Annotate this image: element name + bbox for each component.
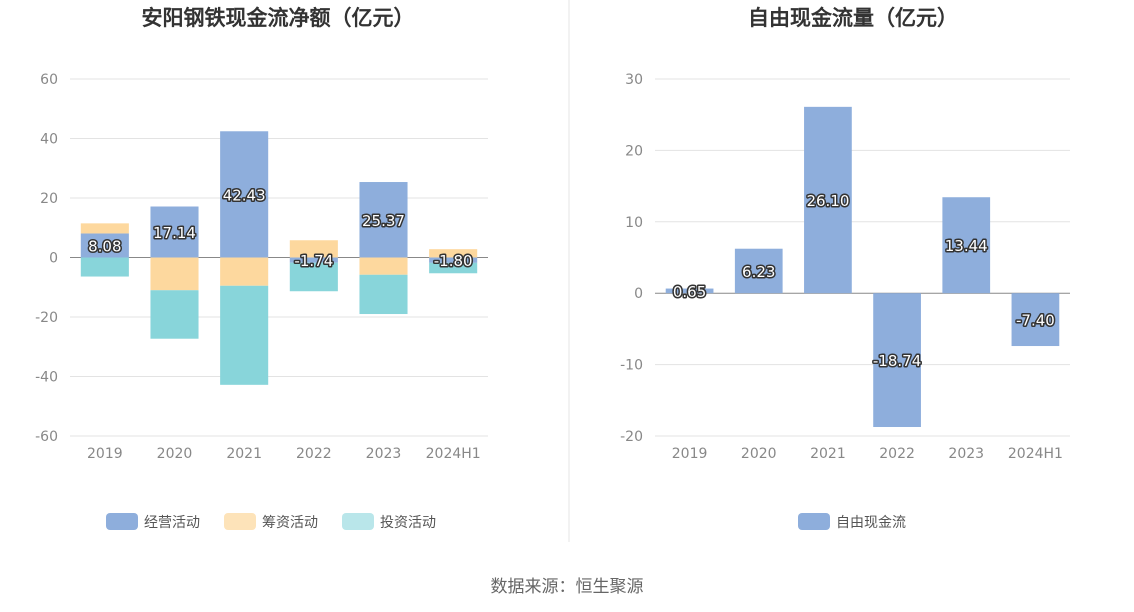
free-cashflow-bars bbox=[665, 106, 1060, 428]
data-label: 17.14 bbox=[153, 224, 196, 242]
x-tick-label: 2021 bbox=[226, 446, 262, 462]
y-tick-label: 0 bbox=[634, 286, 643, 302]
x-tick-label: 2022 bbox=[296, 446, 332, 462]
data-label: 6.23 bbox=[742, 263, 775, 281]
bar-investing-2021[interactable] bbox=[220, 285, 269, 385]
legend-label-fcf[interactable]: 自由现金流 bbox=[836, 515, 906, 531]
bar-operating-2024H1[interactable] bbox=[429, 257, 478, 263]
bar-financing-2023[interactable] bbox=[359, 257, 408, 275]
bar-financing-2024H1[interactable] bbox=[429, 249, 478, 258]
cashflow-bars bbox=[80, 131, 478, 385]
y-tick-label: -20 bbox=[35, 310, 58, 326]
y-tick-label: -10 bbox=[620, 358, 643, 374]
y-tick-label: 40 bbox=[40, 132, 58, 148]
bar-operating-2021[interactable] bbox=[220, 131, 269, 258]
x-tick-label: 2024H1 bbox=[426, 446, 481, 462]
y-tick-label: -60 bbox=[35, 429, 58, 445]
x-tick-label: 2019 bbox=[672, 446, 708, 462]
bar-fcf-2019[interactable] bbox=[665, 288, 714, 294]
data-label: 0.65 bbox=[673, 283, 706, 301]
free-cashflow-grid: 30 20 10 0 -10 -20 bbox=[620, 72, 1070, 445]
bar-investing-2022[interactable] bbox=[289, 262, 338, 292]
bar-investing-2024H1[interactable] bbox=[429, 262, 478, 274]
bar-operating-2019[interactable] bbox=[80, 233, 129, 258]
x-tick-label: 2020 bbox=[157, 446, 193, 462]
bar-investing-2020[interactable] bbox=[150, 290, 199, 339]
bar-fcf-2023[interactable] bbox=[942, 197, 991, 294]
free-cashflow-chart: 自由现金流量（亿元） 30 20 10 0 -10 -20 0.65 6.23 26.10 -1… bbox=[620, 6, 1070, 531]
x-tick-label: 2021 bbox=[810, 446, 846, 462]
bar-financing-2021[interactable] bbox=[220, 257, 269, 286]
bar-investing-2019[interactable] bbox=[80, 257, 129, 277]
bar-investing-2023[interactable] bbox=[359, 274, 408, 315]
free-cashflow-legend[interactable]: 自由现金流 bbox=[798, 513, 906, 531]
y-tick-label: 20 bbox=[40, 191, 58, 207]
y-tick-label: 20 bbox=[625, 143, 643, 159]
x-tick-label: 2023 bbox=[948, 446, 984, 462]
x-tick-label: 2024H1 bbox=[1008, 446, 1063, 462]
y-tick-label: 0 bbox=[49, 251, 58, 267]
y-tick-label: 60 bbox=[40, 72, 58, 88]
bar-financing-2022[interactable] bbox=[289, 240, 338, 258]
data-label: 26.10 bbox=[806, 192, 849, 210]
legend-label-operating[interactable]: 经营活动 bbox=[144, 515, 200, 531]
data-label: -18.74 bbox=[873, 352, 921, 370]
bar-fcf-2024H1[interactable] bbox=[1011, 293, 1060, 347]
x-tick-label: 2019 bbox=[87, 446, 123, 462]
cashflow-legend[interactable]: 经营活动 筹资活动 投资活动 bbox=[106, 513, 436, 531]
legend-swatch-fcf[interactable] bbox=[798, 513, 830, 530]
legend-label-financing[interactable]: 筹资活动 bbox=[262, 514, 318, 531]
free-cashflow-chart-title: 自由现金流量（亿元） bbox=[748, 6, 958, 30]
data-label: 8.08 bbox=[88, 237, 121, 255]
y-tick-label: 10 bbox=[625, 215, 643, 231]
x-tick-label: 2023 bbox=[366, 446, 402, 462]
cashflow-grid: 60 40 20 0 -20 -40 -60 bbox=[35, 72, 488, 445]
cashflow-chart-title: 安阳钢铁现金流净额（亿元） bbox=[142, 6, 415, 30]
legend-label-investing[interactable]: 投资活动 bbox=[380, 515, 436, 531]
x-tick-label: 2022 bbox=[879, 446, 915, 462]
data-label: -1.80 bbox=[434, 252, 473, 270]
bar-operating-2023[interactable] bbox=[359, 182, 408, 258]
cashflow-x-axis: 2019 2020 2021 2022 2023 2024H1 bbox=[87, 446, 481, 462]
data-label: 13.44 bbox=[945, 237, 988, 255]
bar-financing-2019[interactable] bbox=[80, 223, 129, 234]
data-label: 42.43 bbox=[223, 186, 266, 204]
bar-fcf-2020[interactable] bbox=[734, 248, 783, 294]
legend-swatch-financing[interactable] bbox=[224, 513, 256, 530]
bar-fcf-2022[interactable] bbox=[873, 293, 921, 428]
data-source: 数据来源：恒生聚源 bbox=[491, 577, 644, 597]
cashflow-chart: 安阳钢铁现金流净额（亿元） 60 40 20 0 -20 -40 -60 8.08 17.14… bbox=[35, 6, 488, 531]
y-tick-label: -40 bbox=[35, 370, 58, 386]
bar-operating-2020[interactable] bbox=[150, 206, 199, 258]
cashflow-data-labels: 8.08 17.14 42.43 -1.74 25.37 -1.80 bbox=[87, 185, 474, 272]
y-tick-label: 30 bbox=[625, 72, 643, 88]
free-cashflow-data-labels: 0.65 6.23 26.10 -18.74 13.44 -7.40 bbox=[671, 191, 1056, 372]
bar-operating-2022[interactable] bbox=[289, 257, 338, 263]
legend-swatch-operating[interactable] bbox=[106, 513, 138, 530]
y-tick-label: -20 bbox=[620, 429, 643, 445]
free-cashflow-x-axis: 2019 2020 2021 2022 2023 2024H1 bbox=[672, 446, 1063, 462]
data-label: -7.40 bbox=[1016, 312, 1055, 330]
data-label: 25.37 bbox=[362, 212, 405, 230]
x-tick-label: 2020 bbox=[741, 446, 777, 462]
legend-swatch-investing[interactable] bbox=[342, 513, 374, 530]
data-label: -1.74 bbox=[294, 252, 333, 270]
bar-financing-2020[interactable] bbox=[150, 257, 199, 291]
bar-fcf-2021[interactable] bbox=[804, 106, 852, 294]
